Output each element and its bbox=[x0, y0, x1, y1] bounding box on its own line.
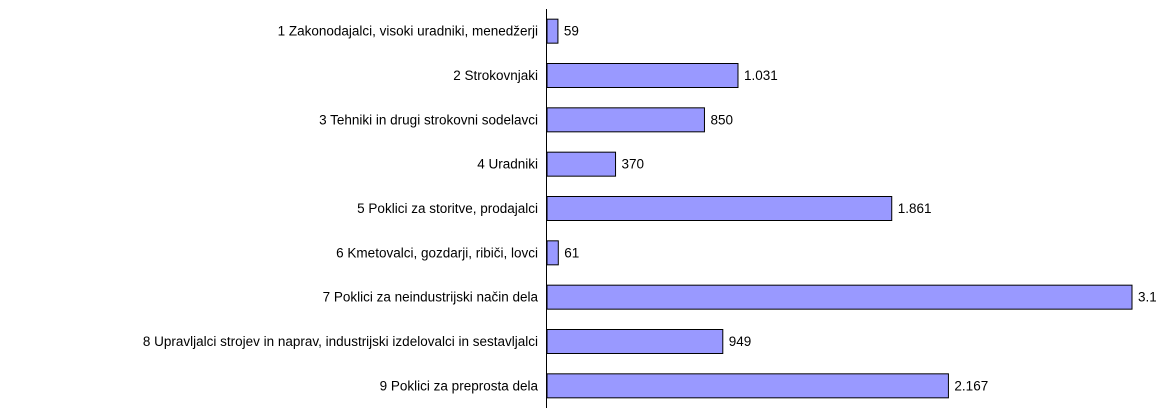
bar bbox=[546, 284, 1133, 310]
value-label: 850 bbox=[710, 112, 733, 127]
bar bbox=[546, 373, 949, 399]
bar bbox=[546, 107, 705, 133]
category-label: 7 Poklici za neindustrijski način dela bbox=[323, 290, 539, 305]
category-label: 6 Kmetovalci, gozdarji, ribiči, lovci bbox=[336, 245, 538, 260]
category-label: 8 Upravljalci strojev in naprav, industr… bbox=[143, 334, 538, 349]
bar bbox=[546, 63, 739, 88]
bar bbox=[546, 240, 559, 266]
bar bbox=[546, 196, 893, 221]
category-label: 3 Tehniki in drugi strokovni sodelavci bbox=[319, 112, 538, 127]
category-label: 9 Poklici za preprosta dela bbox=[380, 378, 539, 393]
value-label: 3.158 bbox=[1138, 290, 1156, 305]
value-label: 370 bbox=[622, 157, 645, 172]
category-label: 1 Zakonodajalci, visoki uradniki, menedž… bbox=[278, 24, 538, 39]
category-label: 2 Strokovnjaki bbox=[453, 68, 538, 83]
value-label: 1.861 bbox=[898, 201, 932, 216]
value-label: 59 bbox=[564, 24, 579, 39]
value-label: 61 bbox=[564, 245, 579, 260]
bar bbox=[546, 329, 724, 354]
value-label: 1.031 bbox=[744, 68, 778, 83]
value-label: 2.167 bbox=[954, 378, 988, 393]
bar bbox=[546, 151, 617, 177]
bar bbox=[546, 18, 559, 44]
category-label: 4 Uradniki bbox=[477, 157, 538, 172]
category-label: 5 Poklici za storitve, prodajalci bbox=[357, 201, 538, 216]
value-label: 949 bbox=[729, 334, 752, 349]
